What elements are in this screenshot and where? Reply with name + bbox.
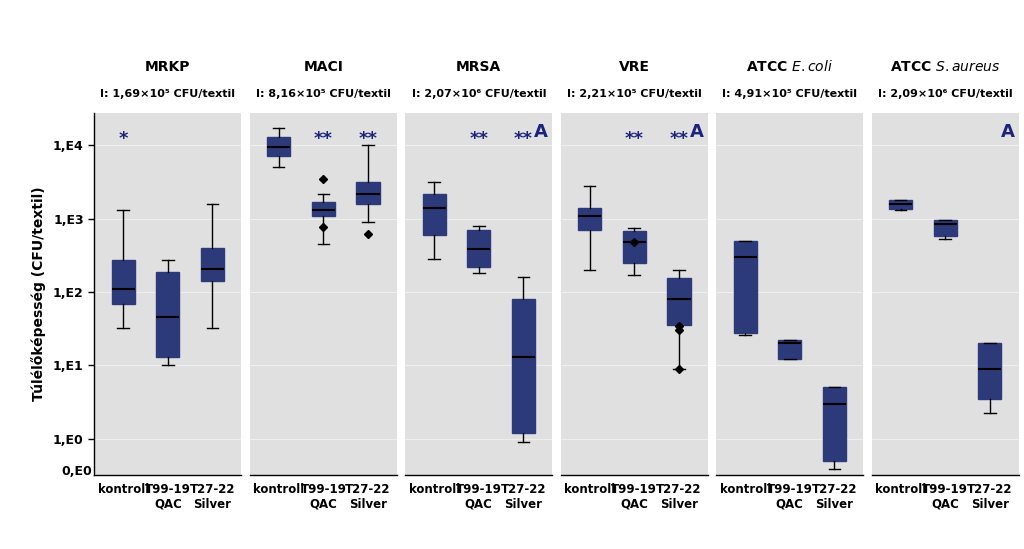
Text: VRE: VRE (618, 60, 650, 74)
Text: MRSA: MRSA (456, 60, 502, 74)
Text: ATCC $\mathit{E. coli}$: ATCC $\mathit{E. coli}$ (746, 59, 834, 74)
PathPatch shape (512, 299, 536, 433)
PathPatch shape (778, 340, 802, 360)
Text: **: ** (670, 130, 688, 148)
PathPatch shape (934, 220, 956, 236)
Text: I: 8,16×10⁵ CFU/textil: I: 8,16×10⁵ CFU/textil (256, 89, 391, 99)
PathPatch shape (823, 388, 846, 461)
Text: ATCC $\mathit{S.aureus}$: ATCC $\mathit{S.aureus}$ (890, 60, 1000, 74)
PathPatch shape (578, 208, 601, 230)
PathPatch shape (311, 201, 335, 216)
PathPatch shape (112, 260, 135, 304)
Text: I: 2,21×10⁵ CFU/textil: I: 2,21×10⁵ CFU/textil (567, 89, 701, 99)
PathPatch shape (423, 194, 445, 235)
PathPatch shape (978, 343, 1001, 399)
Y-axis label: Túlélőképesség (CFU/textil): Túlélőképesség (CFU/textil) (32, 187, 46, 401)
PathPatch shape (733, 240, 757, 333)
Text: **: ** (514, 130, 532, 148)
Text: *: * (119, 130, 128, 148)
PathPatch shape (157, 272, 179, 357)
Text: **: ** (469, 130, 488, 148)
Text: A: A (535, 124, 548, 142)
Text: A: A (1000, 124, 1015, 142)
Text: **: ** (313, 130, 333, 148)
Text: MACI: MACI (303, 60, 343, 74)
PathPatch shape (356, 182, 380, 204)
PathPatch shape (467, 230, 490, 267)
Text: 0,E0: 0,E0 (61, 465, 92, 478)
Text: **: ** (358, 130, 378, 148)
PathPatch shape (267, 137, 290, 156)
Text: I: 2,07×10⁶ CFU/textil: I: 2,07×10⁶ CFU/textil (412, 89, 546, 99)
Text: A: A (689, 124, 703, 142)
PathPatch shape (889, 200, 912, 209)
PathPatch shape (668, 278, 690, 326)
Text: MRKP: MRKP (145, 60, 190, 74)
Text: **: ** (625, 130, 644, 148)
PathPatch shape (201, 248, 224, 281)
Text: I: 2,09×10⁶ CFU/textil: I: 2,09×10⁶ CFU/textil (878, 89, 1013, 99)
Text: I: 1,69×10⁵ CFU/textil: I: 1,69×10⁵ CFU/textil (100, 89, 236, 99)
PathPatch shape (623, 231, 646, 263)
Text: I: 4,91×10⁵ CFU/textil: I: 4,91×10⁵ CFU/textil (722, 89, 857, 99)
